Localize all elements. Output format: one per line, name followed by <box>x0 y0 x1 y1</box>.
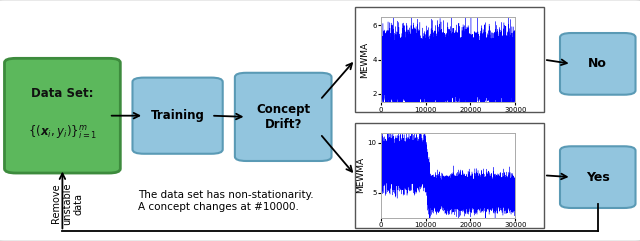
Y-axis label: MEWMA: MEWMA <box>360 42 369 78</box>
Text: Concept
Drift?: Concept Drift? <box>256 103 310 131</box>
FancyBboxPatch shape <box>560 33 636 95</box>
Text: Remove
unstable
data: Remove unstable data <box>51 182 84 225</box>
Text: No: No <box>588 57 607 70</box>
Text: Data Set:: Data Set: <box>31 87 93 100</box>
Y-axis label: MEWMA: MEWMA <box>356 157 365 193</box>
FancyBboxPatch shape <box>560 146 636 208</box>
FancyBboxPatch shape <box>235 73 332 161</box>
Text: $\{(\boldsymbol{x}_i, y_i)\}_{i=1}^{m}$: $\{(\boldsymbol{x}_i, y_i)\}_{i=1}^{m}$ <box>28 124 97 141</box>
Text: Training: Training <box>150 109 205 122</box>
Bar <box>355 123 544 228</box>
Text: Yes: Yes <box>586 171 610 184</box>
Bar <box>355 7 544 112</box>
FancyBboxPatch shape <box>4 58 120 173</box>
Text: The data set has non-stationarity.
A concept changes at #10000.: The data set has non-stationarity. A con… <box>138 190 313 212</box>
FancyBboxPatch shape <box>132 78 223 154</box>
